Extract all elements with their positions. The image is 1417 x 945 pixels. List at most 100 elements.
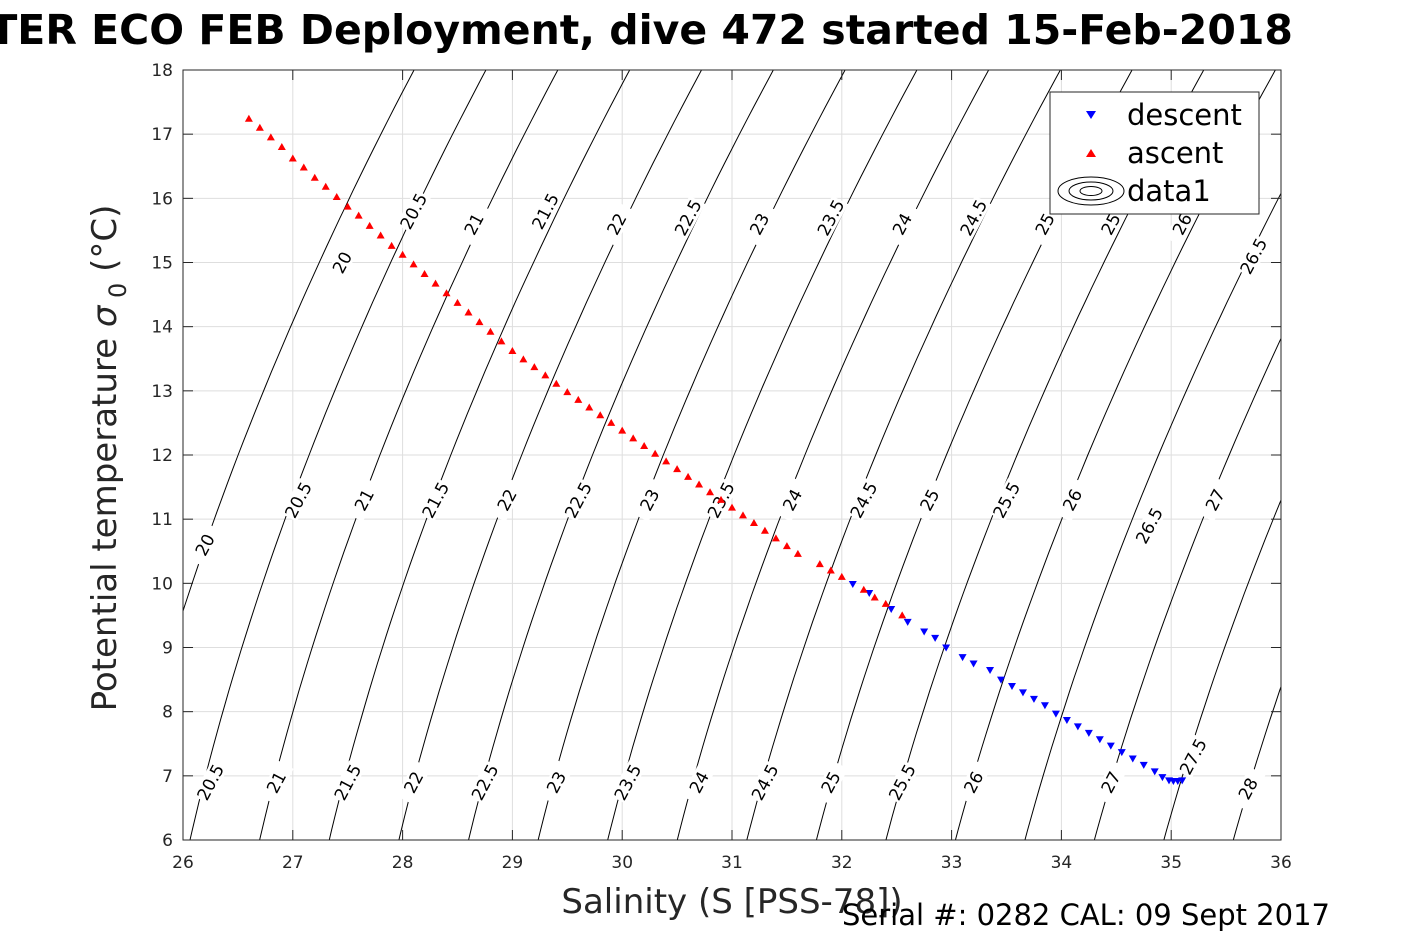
- ascent-point: [640, 442, 649, 450]
- descent-point: [1128, 755, 1137, 763]
- ascent-point: [530, 363, 539, 371]
- axis-ticks: 26 27 28 29 30 31 32 33 34 35 36 6 7 8 9 10 11 12 13 14 15 16…: [151, 61, 1291, 873]
- descent-point: [1051, 710, 1060, 718]
- ascent-point: [409, 260, 418, 268]
- descent-point: [931, 634, 940, 642]
- legend-ascent-label: ascent: [1127, 136, 1223, 170]
- ascent-point: [826, 566, 835, 574]
- contour-label-bg: [1175, 734, 1211, 779]
- contour-label-bg: [599, 202, 635, 246]
- contour-label-bg: [884, 760, 920, 805]
- isopycnal-line: [1232, 685, 1281, 840]
- descent-point: [997, 676, 1006, 684]
- y-tick-label: 10: [151, 574, 173, 594]
- legend[interactable]: descent ascent data1: [1049, 91, 1260, 215]
- descent-point: [1040, 702, 1049, 710]
- contour-label-bg: [747, 760, 783, 805]
- ascent-point: [475, 318, 484, 326]
- ascent-point: [738, 511, 747, 519]
- contour-label-bg: [489, 478, 525, 522]
- contour-label-bg: [467, 760, 503, 805]
- contour-label-bg: [1236, 234, 1271, 278]
- ascent-point: [881, 599, 890, 607]
- chart-title: LTER ECO FEB Deployment, dive 472 starte…: [0, 6, 1417, 58]
- contour-label-bg: [742, 202, 777, 246]
- contour-label-bg: [418, 478, 453, 522]
- ascent-point: [782, 542, 791, 550]
- contour-label-bg: [396, 189, 431, 234]
- contour-label-bg: [884, 202, 920, 246]
- contour-label-bg: [528, 189, 563, 234]
- contour-label-bg: [396, 760, 431, 805]
- x-tick-label: 32: [831, 853, 853, 873]
- descent-point: [1150, 768, 1159, 776]
- contour-label-bg: [956, 760, 991, 805]
- legend-box: [1049, 91, 1260, 215]
- contour-label-bg: [813, 195, 849, 240]
- ascent-point: [760, 526, 769, 534]
- contour-label-bg: [538, 760, 574, 805]
- ascent-point: [673, 465, 682, 473]
- svg-text:Potential temperature σ 0 (°C): Potential temperature σ 0 (°C): [85, 205, 132, 712]
- y-axis-label: Potential temperature σ 0 (°C): [85, 205, 132, 712]
- y-tick-label: 16: [151, 189, 173, 209]
- x-tick-label: 35: [1160, 853, 1182, 873]
- y-tick-label: 17: [151, 125, 173, 145]
- contour-label-bg: [1131, 503, 1167, 548]
- descent-point: [1106, 742, 1115, 750]
- y-tick-label: 8: [162, 703, 173, 723]
- legend-descent-marker: [1086, 111, 1096, 119]
- profile-points: [244, 114, 1187, 785]
- ascent-point: [431, 279, 440, 287]
- descent-point: [942, 644, 951, 652]
- ascent-point: [859, 585, 868, 593]
- ascent-point: [898, 611, 907, 619]
- ascent-point: [815, 560, 824, 568]
- descent-point: [1062, 717, 1071, 725]
- contour-label-bg: [1197, 478, 1233, 522]
- descent-point: [1007, 683, 1016, 690]
- contour-label-bg: [956, 195, 991, 240]
- x-tick-label: 28: [392, 853, 414, 873]
- ascent-point: [442, 289, 451, 297]
- isopycnal-line: [537, 70, 846, 840]
- legend-data1-contour-icon: [1057, 176, 1125, 206]
- isopycnal-line: [1093, 337, 1281, 840]
- x-axis-label: Salinity (S [PSS-78]): [561, 882, 902, 922]
- y-tick-label: 15: [151, 254, 173, 274]
- ascent-point: [870, 593, 879, 601]
- x-tick-label: 27: [282, 853, 304, 873]
- ascent-point: [552, 379, 561, 387]
- y-tick-label: 18: [151, 61, 173, 81]
- descent-point: [1117, 749, 1126, 757]
- descent-point: [986, 666, 995, 674]
- ascent-point: [585, 403, 594, 411]
- density-contours: [183, 70, 1281, 840]
- ascent-point: [255, 123, 264, 131]
- ascent-point: [266, 133, 275, 141]
- ascent-point: [486, 327, 495, 335]
- x-tick-label: 29: [502, 853, 524, 873]
- descent-point: [920, 628, 929, 636]
- y-tick-label: 12: [151, 446, 173, 466]
- ascent-point: [420, 270, 429, 278]
- contour-label-bg: [280, 478, 316, 522]
- ascent-point: [662, 457, 671, 465]
- contour-label-bg: [456, 202, 492, 246]
- descent-point: [848, 580, 857, 588]
- isopycnal-line: [183, 70, 415, 613]
- contour-label-bg: [912, 478, 947, 522]
- ascent-point: [684, 472, 693, 480]
- descent-point: [865, 589, 874, 597]
- ascent-point: [398, 250, 407, 258]
- y-tick-label: 9: [162, 639, 173, 659]
- x-tick-label: 31: [721, 853, 743, 873]
- contour-label-bg: [813, 760, 849, 805]
- ascent-point: [618, 426, 627, 434]
- isopycnal-line: [189, 70, 487, 840]
- ascent-point: [695, 480, 704, 488]
- contour-label-bg: [681, 760, 717, 805]
- descent-point: [1029, 695, 1038, 703]
- contour-label-bg: [258, 760, 294, 805]
- x-tick-label: 33: [941, 853, 963, 873]
